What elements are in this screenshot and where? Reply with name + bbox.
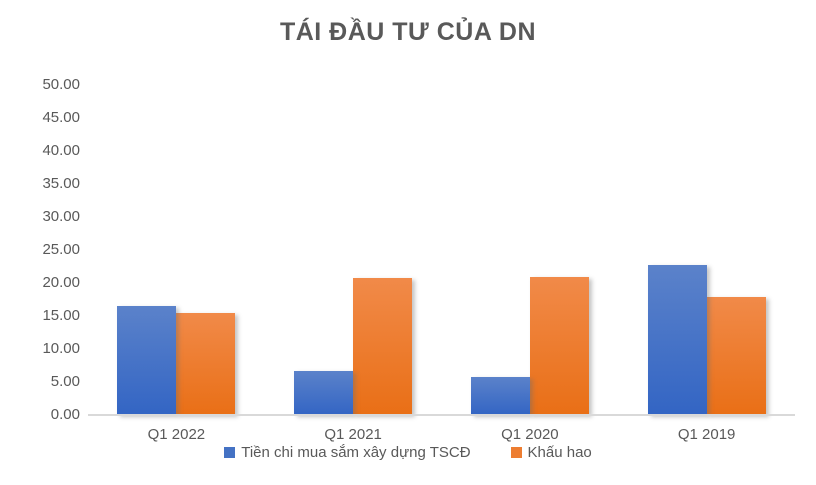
x-axis-label: Q1 2022	[147, 426, 206, 443]
legend-swatch-blue-icon	[224, 447, 236, 458]
bar-series1-q1-2020[interactable]	[529, 277, 589, 415]
bar-series0-q1-2022[interactable]	[117, 306, 177, 415]
y-axis-tick-label: 25.00	[42, 241, 80, 258]
bar-series0-q1-2021[interactable]	[294, 370, 354, 415]
bar-series1-q1-2022[interactable]	[176, 313, 236, 415]
bar-series1-q1-2019[interactable]	[706, 296, 766, 415]
legend-item-tscd[interactable]: Tiền chi mua sắm xây dựng TSCĐ	[224, 444, 471, 461]
legend: Tiền chi mua sắm xây dựng TSCĐ Khấu hao	[0, 444, 816, 461]
bar-series0-q1-2020[interactable]	[470, 377, 530, 415]
y-axis-tick-label: 30.00	[42, 208, 80, 225]
x-axis-label: Q1 2019	[677, 426, 736, 443]
y-axis-tick-label: 10.00	[42, 340, 80, 357]
y-axis-tick-label: 5.00	[50, 373, 80, 390]
y-axis-tick-label: 15.00	[42, 307, 80, 324]
x-axis-label: Q1 2021	[324, 426, 382, 443]
bar-series1-q1-2021[interactable]	[353, 278, 413, 415]
bar-series0-q1-2019[interactable]	[647, 264, 707, 415]
y-axis-tick-label: 20.00	[42, 274, 80, 291]
y-axis-tick-label: 35.00	[42, 175, 80, 192]
x-axis-label: Q1 2020	[501, 426, 559, 443]
y-axis-tick-label: 0.00	[50, 406, 80, 423]
y-axis-tick-label: 50.00	[42, 76, 80, 93]
legend-label-khauhao: Khấu hao	[527, 444, 592, 461]
legend-swatch-orange-icon	[510, 447, 522, 458]
chart-title: TÁI ĐẦU TƯ CỦA DN	[279, 18, 537, 46]
legend-item-khauhao[interactable]: Khấu hao	[510, 444, 592, 461]
y-axis-tick-label: 45.00	[42, 109, 80, 126]
y-axis-tick-label: 40.00	[42, 142, 80, 159]
x-axis-line	[88, 414, 795, 416]
legend-label-tscd: Tiền chi mua sắm xây dựng TSCĐ	[241, 444, 471, 461]
